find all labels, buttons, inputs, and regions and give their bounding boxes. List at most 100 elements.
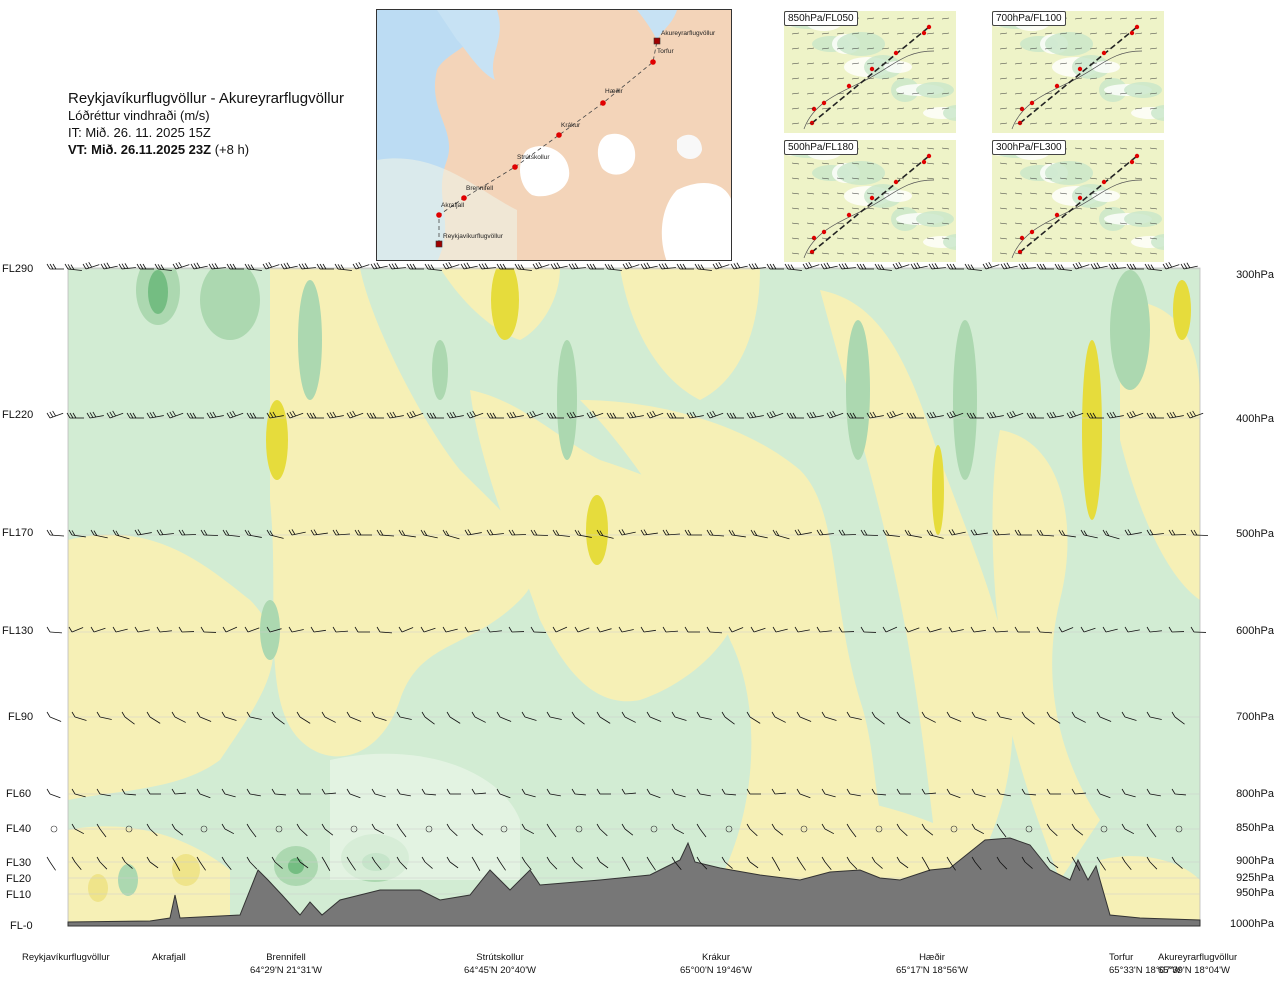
wind-barb-feather <box>370 263 375 270</box>
wind-barb <box>724 793 736 796</box>
wind-barb <box>599 716 611 724</box>
wind-barb-feather <box>909 412 914 419</box>
wind-barb <box>1174 793 1186 796</box>
wind-barb <box>229 412 244 419</box>
fl-label-60: FL60 <box>6 788 32 800</box>
mini-map-wind-barb <box>1134 92 1143 95</box>
wind-barb-feather <box>269 530 274 536</box>
mini-map-waypoint <box>1054 212 1060 218</box>
mini-map-wind-barb <box>911 222 920 225</box>
wind-barb-feather <box>511 529 516 536</box>
wind-barb-feather <box>871 788 876 795</box>
wind-barb-feather <box>171 856 176 863</box>
wind-barb-feather <box>750 626 755 633</box>
mini-map-wind-barb <box>941 62 950 65</box>
mini-map-wind-barb <box>851 177 860 180</box>
wind-barb-feather <box>1052 411 1057 418</box>
mini-map-wind-barb <box>1119 92 1128 95</box>
fl-label-290: FL290 <box>2 263 34 275</box>
mini-map-wind-barb <box>821 177 830 180</box>
wind-barb-feather <box>222 529 227 536</box>
wind-barb-feather <box>574 529 579 536</box>
wind-barb-feather <box>226 263 231 270</box>
wind-barb <box>399 716 412 720</box>
mini-map-wind-barb <box>866 77 875 80</box>
wind-barb-feather <box>335 529 340 535</box>
wind-barb-feather <box>96 856 101 863</box>
wind-barb <box>1061 534 1076 538</box>
wind-barb-feather <box>463 263 468 269</box>
wind-barb-feather <box>992 529 997 536</box>
mini-map-wind-barb <box>836 62 845 65</box>
wind-barb-feather <box>349 411 354 418</box>
wind-barb <box>399 861 408 870</box>
wind-barb <box>1099 861 1106 871</box>
mini-map-wind-barb <box>1134 77 1143 80</box>
wind-barb-feather <box>896 788 901 795</box>
wind-barb <box>1049 415 1064 419</box>
wind-barb-feather <box>1146 626 1151 633</box>
wind-barb-feather <box>446 856 451 863</box>
wind-barb <box>89 415 104 419</box>
wind-barb <box>589 412 604 419</box>
wind-barb-feather <box>478 263 483 270</box>
wind-barb-feather <box>373 263 378 269</box>
route-title: Reykjavíkurflugvöllur - Akureyrarflugvöl… <box>68 90 344 107</box>
mini-map-wind-barb <box>1074 162 1083 165</box>
mini-map-waypoint <box>1019 106 1025 112</box>
wind-barb <box>149 861 159 869</box>
wind-barb-feather <box>684 529 689 536</box>
wind-barb-feather <box>134 529 139 536</box>
mini-map-wind-barb <box>791 92 800 95</box>
wind-barb-feather <box>838 263 843 270</box>
fl-label-90: FL90 <box>8 711 34 723</box>
wind-barb <box>499 716 512 722</box>
mini-map-wind-barb <box>896 162 905 165</box>
wind-barb-feather <box>175 262 180 269</box>
mini-map-waypoint <box>1019 235 1025 241</box>
mini-map-wind-barb <box>791 162 800 165</box>
wind-barb-feather <box>432 412 437 419</box>
mini-map-waypoint <box>893 50 899 56</box>
wind-barb-feather <box>212 411 217 418</box>
wind-barb-feather <box>88 261 93 268</box>
wind-barb-feather <box>952 410 956 417</box>
wind-barb-feather <box>1126 263 1131 270</box>
mini-map-wind-barb <box>1044 77 1053 80</box>
p-label-800: 800hPa <box>1236 788 1274 800</box>
wind-barb-feather <box>376 626 381 633</box>
wind-barb-feather <box>409 263 414 270</box>
wind-barb-feather <box>137 529 142 535</box>
wind-barb <box>374 828 385 835</box>
wind-barb-feather <box>546 412 551 419</box>
wind-barb-feather <box>71 788 76 795</box>
mini-map-wind-barb <box>1014 192 1023 195</box>
wind-barb-feather <box>467 529 472 535</box>
wind-barb <box>224 861 232 871</box>
wind-barb <box>751 267 766 270</box>
wind-barb-feather <box>193 263 198 269</box>
wind-barb-feather <box>972 412 977 419</box>
mini-map-wind-barb <box>1119 122 1128 125</box>
mini-map-wind-barb <box>1044 192 1053 195</box>
wind-barb <box>1024 861 1033 869</box>
wind-barb-feather <box>612 412 617 419</box>
loc-torfur: Torfur 65°33'N 18°07'W <box>1109 951 1189 977</box>
mini-map-wind-barb <box>1134 177 1143 180</box>
mini-map-wind-barb <box>1149 222 1158 225</box>
wind-barb-feather <box>1006 262 1011 268</box>
wind-barb <box>967 268 982 271</box>
mini-map-wind-barb <box>806 177 815 180</box>
mini-map-wind-barb <box>1119 177 1128 180</box>
wind-barb-feather <box>1114 263 1119 269</box>
wind-barb-feather <box>1149 412 1154 419</box>
wind-barb-feather <box>732 412 737 419</box>
wind-barb <box>624 828 634 836</box>
wind-barb-feather <box>709 530 714 536</box>
wind-barb <box>1129 412 1144 419</box>
wind-barb <box>399 828 407 838</box>
wind-barb-feather <box>313 529 318 535</box>
fl-label-220: FL220 <box>2 409 34 421</box>
wind-barb-feather <box>52 263 57 270</box>
wind-barb <box>159 630 172 633</box>
